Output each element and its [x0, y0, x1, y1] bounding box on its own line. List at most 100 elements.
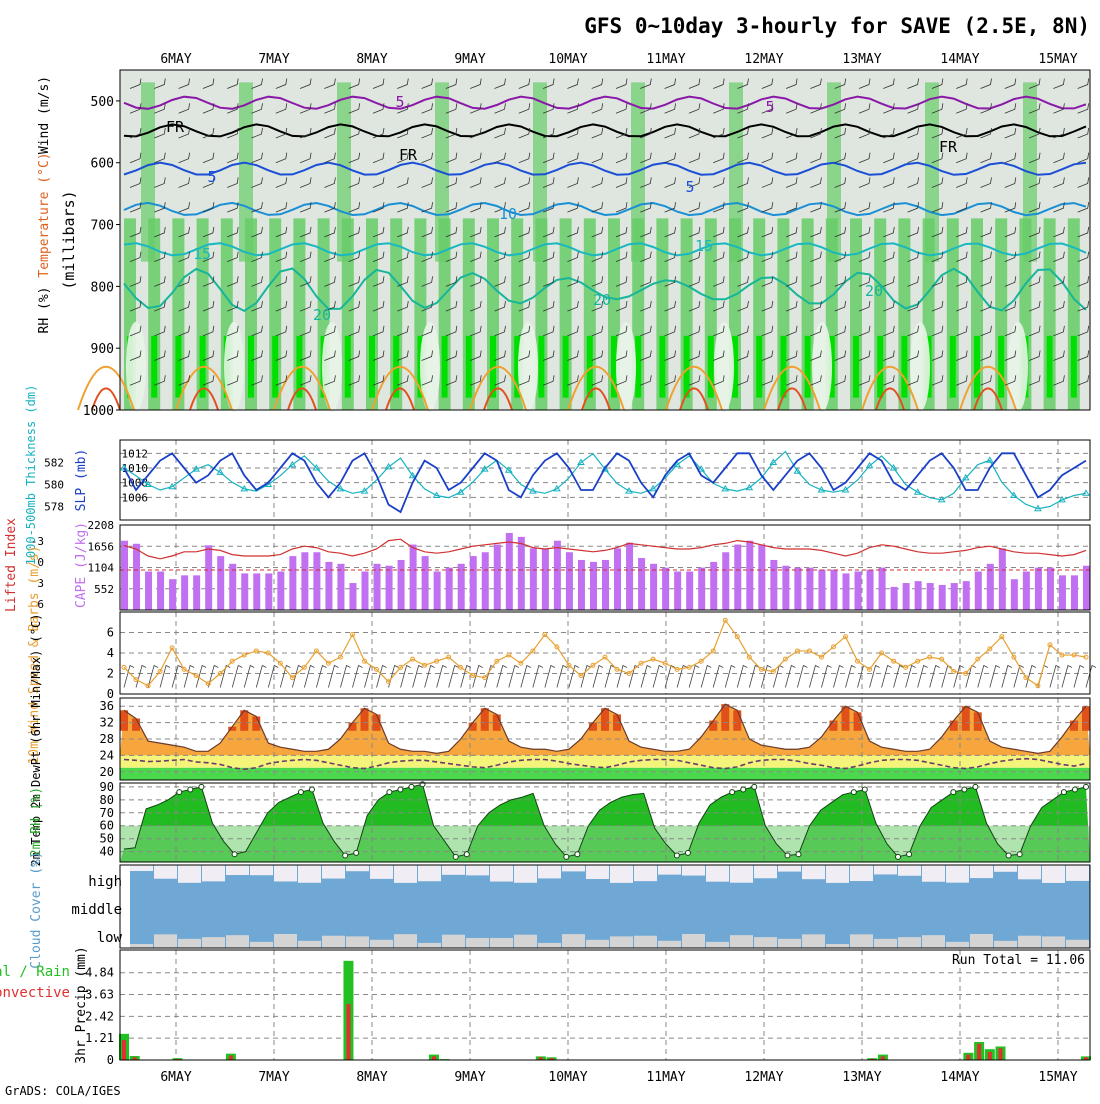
- wind-barb: [591, 276, 604, 287]
- wind-barb: [1077, 152, 1090, 164]
- wind-barb-10m: [616, 664, 628, 688]
- wind-barb: [810, 103, 822, 114]
- rh-point: [1083, 783, 1089, 790]
- cloud-high-bar: [1018, 865, 1041, 880]
- cape-bar: [686, 571, 694, 610]
- cape-bar: [950, 583, 958, 610]
- rh-core: [804, 335, 811, 398]
- thickness-point: [192, 465, 201, 472]
- thickness-point: [240, 484, 249, 492]
- precip-convective-bar: [880, 1056, 885, 1060]
- wind-barb: [1077, 78, 1090, 89]
- wind-barb: [251, 127, 263, 139]
- wind-barb: [931, 177, 944, 188]
- rh-point: [1071, 786, 1078, 793]
- wind-barb: [567, 350, 579, 361]
- isotherm-label: 20: [865, 282, 883, 300]
- temp-hot-peak: [601, 708, 609, 731]
- wind-barb: [542, 177, 555, 188]
- wind-barb-10m: [821, 664, 832, 688]
- isotherm-line: [123, 161, 1087, 176]
- wind-barb: [227, 152, 239, 164]
- wind-barb: [956, 78, 968, 89]
- thickness-point: [889, 464, 898, 471]
- cape-bar: [241, 573, 249, 610]
- wind-barb-10m: [833, 664, 844, 688]
- wind-speed-point: [217, 671, 223, 676]
- wind-barb: [129, 78, 142, 89]
- rh-point: [563, 853, 570, 860]
- wind-barb: [640, 276, 652, 287]
- wind-barb: [445, 276, 458, 287]
- thickness-point: [601, 465, 609, 472]
- temp-hot-peak: [120, 710, 128, 731]
- cape-tick: 1656: [88, 540, 115, 553]
- wind-barb: [615, 301, 628, 312]
- cape-bar: [914, 581, 922, 610]
- wind-barb: [907, 251, 919, 263]
- wind-barb: [372, 325, 385, 337]
- rh-axis-label: 2m RH (%): [29, 787, 44, 857]
- wind-barb: [227, 301, 239, 312]
- cloud-low-bar: [562, 934, 585, 948]
- wind-barb: [227, 127, 239, 139]
- wind-barb: [494, 251, 506, 263]
- temp-band-low: [120, 767, 1090, 780]
- rh-point: [950, 789, 957, 796]
- wind-tick: 6: [107, 626, 114, 640]
- wind-barb: [980, 375, 992, 386]
- wind-barb: [567, 276, 579, 287]
- wind-barb: [1053, 177, 1065, 188]
- wind-barb: [907, 325, 919, 337]
- cape-bar: [854, 571, 862, 610]
- wind-tick: 0: [107, 687, 114, 701]
- wind-barb: [494, 152, 506, 164]
- wind-speed-point: [746, 654, 752, 660]
- wind-barb: [713, 251, 725, 263]
- cloud-low-bar: [226, 935, 249, 948]
- slp-tick: 1012: [122, 447, 149, 460]
- wind-barb: [518, 226, 531, 238]
- wind-barb: [761, 226, 774, 238]
- rh-point: [784, 852, 791, 859]
- wind-speed-point: [843, 634, 848, 640]
- wind-barb: [348, 301, 361, 312]
- rh-core: [538, 335, 545, 398]
- cape-bar: [602, 559, 609, 610]
- rh-core: [490, 335, 496, 398]
- wind-barb: [178, 78, 190, 89]
- rh-point: [353, 849, 360, 856]
- wind-barb: [956, 226, 968, 238]
- cape-frame: [119, 524, 1091, 611]
- wind-barb: [688, 350, 701, 361]
- wind-barb: [154, 202, 166, 213]
- wind-speed-point: [458, 664, 464, 670]
- wind-barb: [470, 301, 482, 312]
- wind-barb: [858, 350, 871, 361]
- cape-tick: 1104: [88, 562, 115, 575]
- wind-barb-10m: [640, 664, 652, 688]
- wind-barb: [275, 226, 288, 238]
- wind-barb: [1004, 78, 1017, 89]
- cloud-low-bar: [682, 934, 705, 948]
- temp-band-mid: [120, 755, 1090, 768]
- wind-barb: [542, 152, 555, 164]
- wind-barb: [227, 103, 239, 114]
- cloud-high-bar: [874, 865, 897, 875]
- wind-barb: [397, 276, 409, 287]
- wind-barb: [1004, 325, 1017, 337]
- wind-barb: [810, 152, 822, 164]
- wind10m-axis-label: 10m Wind Speed & Barbs (m/s): [27, 545, 42, 764]
- wind-barb: [299, 78, 312, 89]
- wind-barb: [421, 325, 433, 337]
- wind-barb: [518, 78, 531, 89]
- wind-barb: [1077, 301, 1090, 312]
- wind-barb: [980, 103, 992, 114]
- cape-bar: [782, 565, 790, 610]
- wind-barb: [397, 350, 409, 361]
- wind-barb: [397, 226, 409, 238]
- cape-bar: [421, 556, 429, 610]
- temp-hot-peak: [252, 716, 261, 731]
- wind-speed-point: [1071, 652, 1077, 658]
- chart-title: GFS 0~10day 3-hourly for SAVE (2.5E, 8N): [584, 14, 1090, 38]
